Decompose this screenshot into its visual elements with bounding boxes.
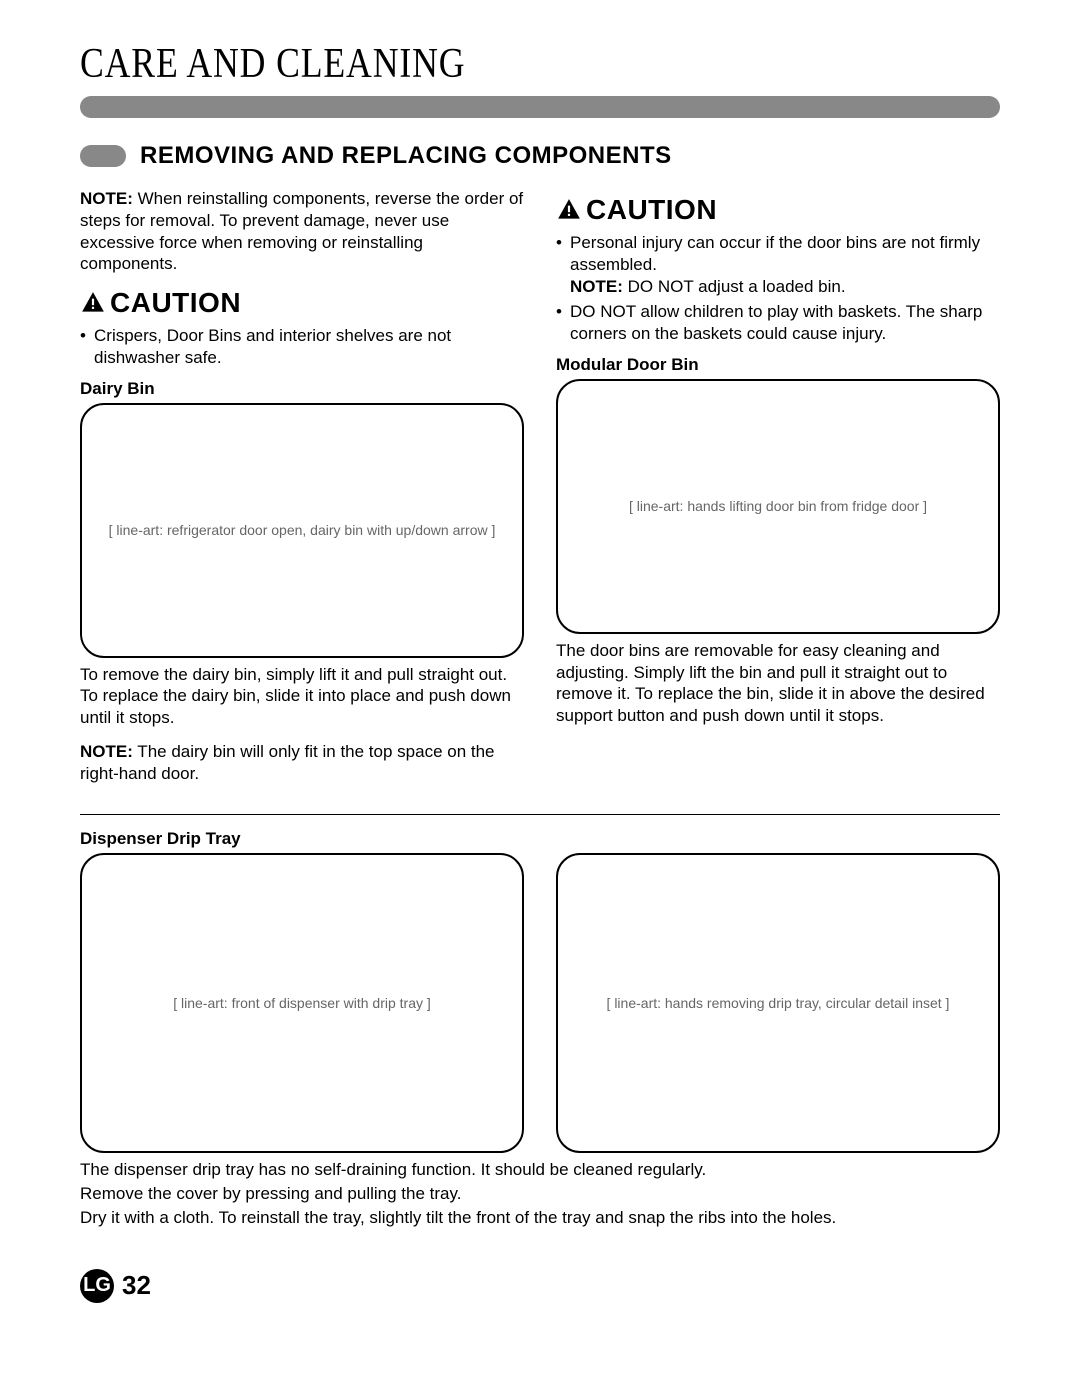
page-number: 32 — [122, 1270, 151, 1301]
drip-text-3: Dry it with a cloth. To reinstall the tr… — [80, 1207, 1000, 1229]
note-label: NOTE: — [80, 742, 133, 761]
figure-placeholder: [ line-art: hands removing drip tray, ci… — [599, 987, 958, 1019]
dairy-bin-heading: Dairy Bin — [80, 379, 524, 399]
figure-placeholder: [ line-art: front of dispenser with drip… — [165, 987, 439, 1019]
intro-note-text: When reinstalling components, reverse th… — [80, 189, 523, 273]
modular-bin-figure: [ line-art: hands lifting door bin from … — [556, 379, 1000, 634]
warning-triangle-icon — [80, 290, 106, 316]
dairy-note-text: The dairy bin will only fit in the top s… — [80, 742, 495, 783]
bullet-item: DO NOT allow children to play with baske… — [556, 301, 1000, 345]
manual-page: CARE AND CLEANING REMOVING AND REPLACING… — [0, 0, 1080, 1333]
dairy-bin-text: To remove the dairy bin, simply lift it … — [80, 664, 524, 729]
drip-text-1: The dispenser drip tray has no self-drai… — [80, 1159, 1000, 1181]
caution-heading-right: CAUTION — [556, 194, 1000, 226]
lg-logo-icon: LG — [80, 1269, 114, 1303]
caution-heading-left: CAUTION — [80, 287, 524, 319]
bullet-item: Crispers, Door Bins and interior shelves… — [80, 325, 524, 369]
note-label: NOTE: — [570, 277, 623, 296]
two-column-layout: NOTE: When reinstalling components, reve… — [80, 188, 1000, 796]
drip-tray-figure-2: [ line-art: hands removing drip tray, ci… — [556, 853, 1000, 1153]
drip-tray-figure-1: [ line-art: front of dispenser with drip… — [80, 853, 524, 1153]
page-title: CARE AND CLEANING — [80, 40, 862, 88]
caution-label: CAUTION — [586, 194, 717, 226]
intro-note: NOTE: When reinstalling components, reve… — [80, 188, 524, 275]
dairy-bin-note: NOTE: The dairy bin will only fit in the… — [80, 741, 524, 785]
dairy-bin-figure: [ line-art: refrigerator door open, dair… — [80, 403, 524, 658]
page-footer: LG 32 — [80, 1269, 1000, 1303]
drip-tray-section: Dispenser Drip Tray [ line-art: front of… — [80, 829, 1000, 1228]
section-header: REMOVING AND REPLACING COMPONENTS — [80, 142, 1000, 170]
note-label: NOTE: — [80, 189, 133, 208]
drip-text-2: Remove the cover by pressing and pulling… — [80, 1183, 1000, 1205]
modular-bin-heading: Modular Door Bin — [556, 355, 1000, 375]
drip-tray-heading: Dispenser Drip Tray — [80, 829, 1000, 849]
caution-label: CAUTION — [110, 287, 241, 319]
figure-placeholder: [ line-art: refrigerator door open, dair… — [101, 514, 504, 546]
bullet-main-text: Personal injury can occur if the door bi… — [570, 233, 980, 274]
drip-tray-figure-row: [ line-art: front of dispenser with drip… — [80, 853, 1000, 1159]
figure-placeholder: [ line-art: hands lifting door bin from … — [621, 490, 935, 522]
bullet-note-text: DO NOT adjust a loaded bin. — [623, 277, 846, 296]
left-column: NOTE: When reinstalling components, reve… — [80, 188, 524, 796]
right-caution-bullets: Personal injury can occur if the door bi… — [556, 232, 1000, 345]
left-caution-bullets: Crispers, Door Bins and interior shelves… — [80, 325, 524, 369]
right-column: CAUTION Personal injury can occur if the… — [556, 188, 1000, 796]
title-underline-bar — [80, 96, 1000, 118]
section-bullet-icon — [80, 145, 126, 167]
section-title: REMOVING AND REPLACING COMPONENTS — [140, 142, 672, 170]
bullet-item: Personal injury can occur if the door bi… — [556, 232, 1000, 297]
modular-bin-text: The door bins are removable for easy cle… — [556, 640, 1000, 727]
section-divider — [80, 814, 1000, 815]
warning-triangle-icon — [556, 197, 582, 223]
